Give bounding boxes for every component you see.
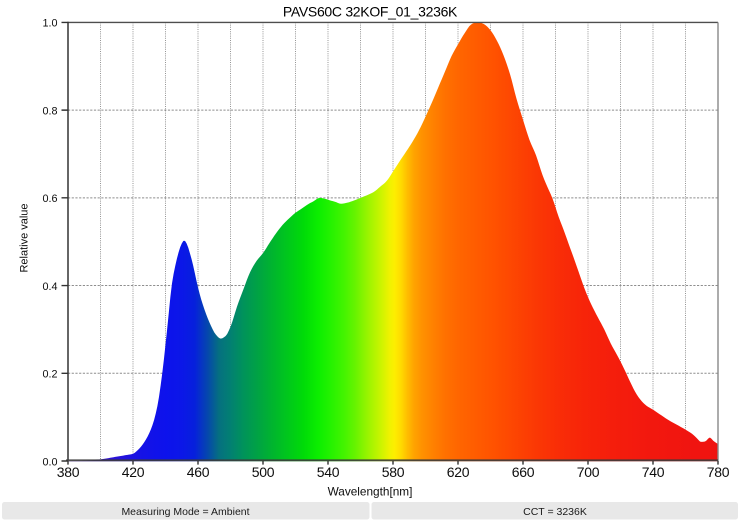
svg-text:660: 660: [512, 464, 535, 480]
svg-text:620: 620: [447, 464, 470, 480]
svg-text:Measuring Mode = Ambient: Measuring Mode = Ambient: [121, 506, 249, 518]
svg-text:380: 380: [57, 464, 80, 480]
svg-text:0.2: 0.2: [42, 369, 57, 381]
svg-text:0.0: 0.0: [42, 456, 57, 468]
svg-text:0.4: 0.4: [42, 281, 57, 293]
svg-text:780: 780: [707, 464, 730, 480]
svg-text:420: 420: [122, 464, 145, 480]
svg-text:540: 540: [317, 464, 340, 480]
svg-text:0.8: 0.8: [42, 105, 57, 117]
svg-text:0.6: 0.6: [42, 193, 57, 205]
svg-text:Relative value: Relative value: [19, 203, 31, 272]
svg-text:580: 580: [382, 464, 405, 480]
svg-text:740: 740: [642, 464, 665, 480]
svg-text:460: 460: [187, 464, 210, 480]
svg-text:PAVS60C 32KOF_01_3236K: PAVS60C 32KOF_01_3236K: [283, 4, 458, 20]
svg-text:CCT = 3236K: CCT = 3236K: [523, 506, 587, 518]
svg-text:500: 500: [252, 464, 275, 480]
svg-text:Wavelength[nm]: Wavelength[nm]: [328, 485, 413, 499]
svg-text:1.0: 1.0: [42, 18, 57, 30]
svg-text:700: 700: [577, 464, 600, 480]
